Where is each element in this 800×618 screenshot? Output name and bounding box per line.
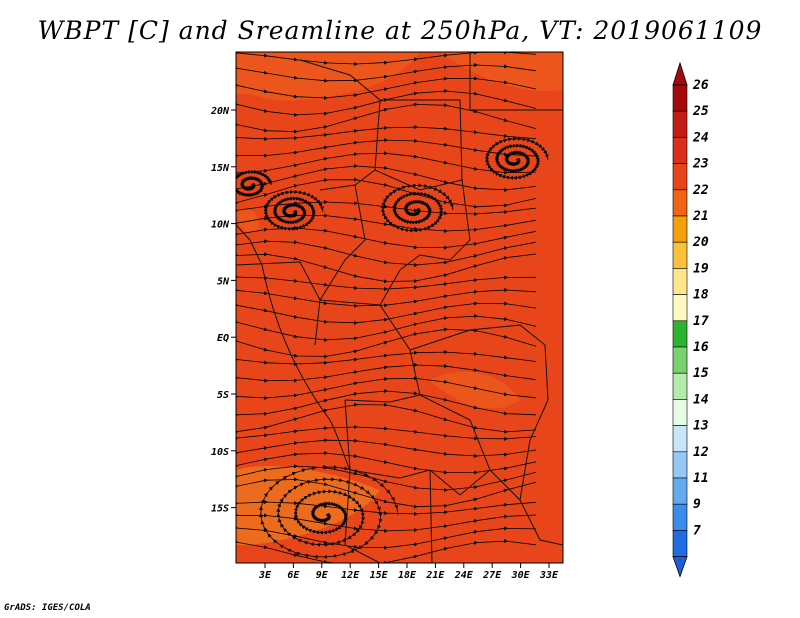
country-border: [236, 261, 321, 346]
lon-tick-label: 18E: [398, 570, 417, 581]
lat-tick-label: EQ: [217, 333, 229, 344]
colorbar-label: 17: [693, 314, 709, 329]
streamline: [236, 350, 537, 366]
lon-tick-label: 9E: [316, 570, 329, 581]
country-border: [399, 179, 471, 271]
colorbar-swatch: [672, 372, 688, 400]
lon-tick-label: 24E: [454, 570, 474, 581]
country-border: [469, 52, 563, 111]
streamline: [380, 183, 454, 233]
lon-tick-label: 33E: [539, 570, 559, 581]
streamline: [236, 327, 537, 359]
colorbar-label: 25: [692, 104, 709, 119]
country-border: [344, 469, 381, 563]
country-border: [299, 59, 381, 191]
colorbar-label: 22: [692, 183, 709, 198]
colorbar-swatch: [672, 530, 688, 557]
colorbar-swatch: [672, 137, 688, 164]
country-border: [344, 399, 431, 479]
colorbar-label: 7: [693, 523, 701, 538]
lat-tick-label: 5N: [217, 276, 230, 287]
lon-tick-label: 12E: [341, 570, 360, 581]
colorbar-label: 16: [693, 340, 709, 355]
colorbar-swatch: [672, 110, 688, 138]
map-title: WBPT [C] and Sreamline at 250hPa, VT: 20…: [37, 16, 763, 45]
lon-tick-label: 27E: [482, 570, 502, 581]
colorbar-label: 24: [692, 130, 709, 145]
colorbar-swatch: [672, 477, 688, 505]
colorbar-label: 15: [693, 366, 709, 381]
map-frame: [235, 51, 564, 564]
colorbar-swatch: [672, 84, 688, 112]
colorbar-swatch: [672, 346, 688, 374]
colorbar-bottom-arrow: [672, 556, 688, 578]
colorbar-label: 20: [692, 235, 709, 250]
latitude-axis: 20N 15N 10N 5N EQ 5S 10S 15S: [210, 106, 236, 515]
colorbar-legend: 26 25 24 23 22 21 20 19 18 17 16 15 14 13 12 11 9 7: [672, 61, 709, 578]
colorbar-label: 14: [693, 392, 709, 407]
colorbar-swatch: [672, 451, 688, 479]
streamline: [263, 189, 324, 231]
colorbar-swatch: [672, 189, 688, 217]
grads-credit: GrADS: IGES/COLA: [4, 603, 91, 613]
colorbar-label: 9: [693, 497, 701, 512]
colorbar-swatch: [672, 503, 688, 531]
colorbar-label: 23: [692, 157, 709, 172]
country-border: [409, 324, 546, 351]
country-border: [236, 224, 263, 266]
colorbar-swatch: [672, 215, 688, 243]
colorbar-swatch: [672, 163, 688, 191]
lon-tick-label: 21E: [425, 570, 445, 581]
colorbar-label: 12: [693, 445, 709, 460]
streamline: [236, 169, 272, 198]
longitude-axis: 3E 6E 9E 12E 15E 18E 21E 24E 27E 30E 33E: [258, 563, 559, 581]
country-border: [489, 469, 563, 546]
streamline: [258, 465, 399, 559]
lat-tick-label: 15S: [211, 504, 229, 515]
lon-tick-label: 6E: [287, 570, 300, 581]
colorbar-swatch: [672, 425, 688, 453]
lat-tick-label: 5S: [217, 390, 229, 401]
lat-tick-label: 15N: [211, 163, 230, 174]
streamline: [484, 136, 549, 180]
lat-tick-label: 20N: [210, 106, 230, 117]
country-border: [429, 469, 433, 563]
colorbar-label: 19: [693, 261, 709, 276]
colorbar-label: 26: [692, 78, 709, 93]
lon-tick-label: 15E: [370, 570, 389, 581]
colorbar-swatch: [672, 320, 688, 348]
colorbar-swatch: [672, 399, 688, 426]
colorbar-label: 18: [693, 288, 709, 303]
country-borders: [236, 52, 563, 563]
colorbar-label: 21: [692, 209, 709, 224]
colorbar-label: 13: [693, 419, 709, 434]
colorbar-swatch: [672, 294, 688, 322]
country-border: [519, 344, 549, 501]
lat-tick-label: 10S: [211, 447, 229, 458]
colorbar-swatch: [672, 241, 688, 269]
colorbar-label: 11: [693, 471, 709, 486]
lon-tick-label: 30E: [511, 570, 531, 581]
lat-tick-label: 10N: [211, 220, 230, 231]
country-border: [261, 264, 351, 471]
country-border: [319, 184, 366, 301]
lon-tick-label: 3E: [258, 570, 272, 581]
colorbar-top-arrow: [672, 61, 688, 86]
colorbar-swatch: [672, 268, 688, 295]
